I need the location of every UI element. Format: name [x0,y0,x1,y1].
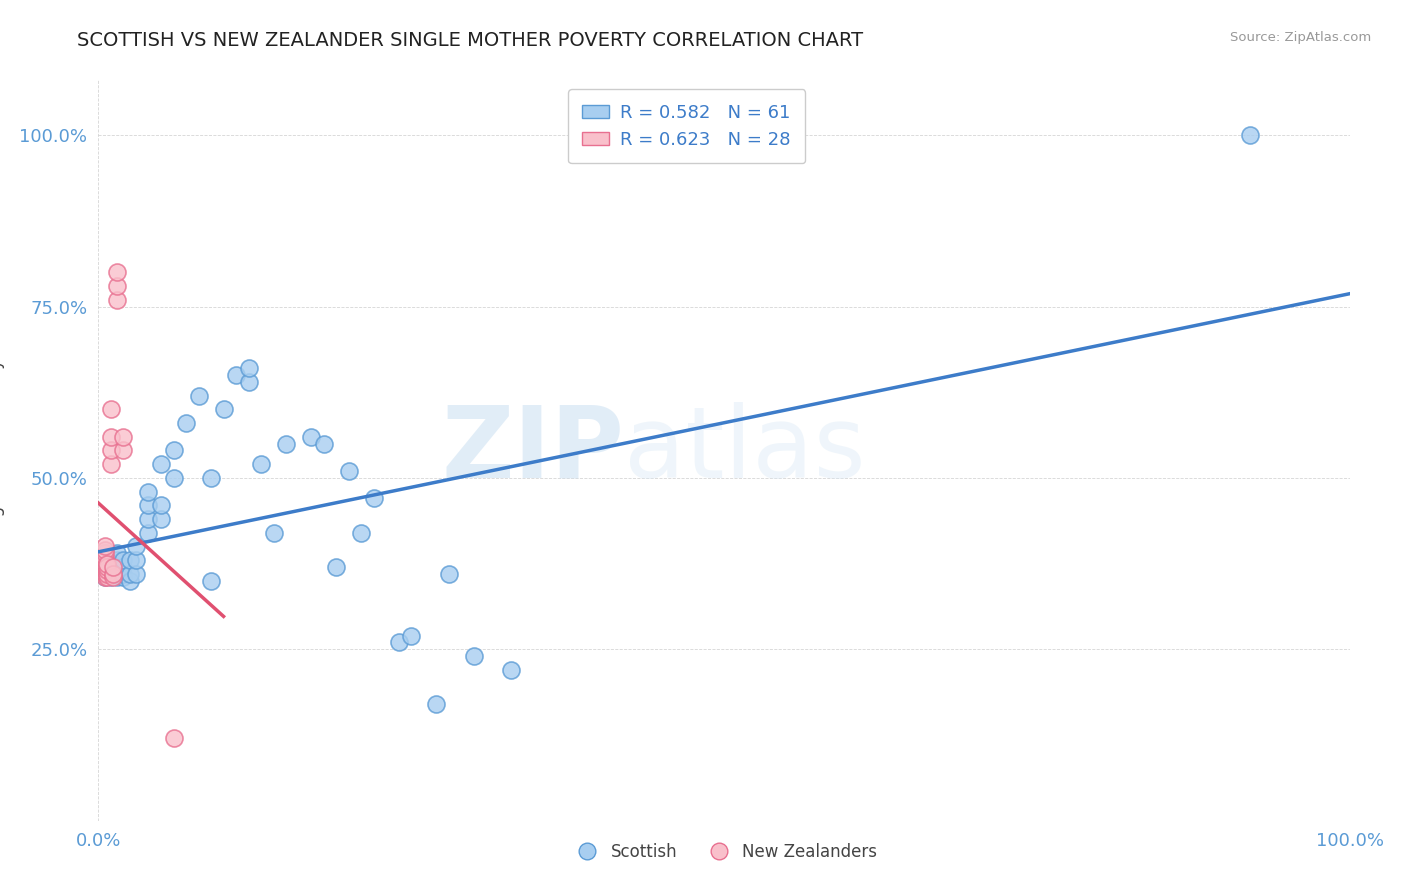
Text: atlas: atlas [624,402,866,499]
Point [187,389,209,403]
Point [100,443,122,458]
Point [105,546,128,560]
Point [225,368,247,382]
Point [100,566,122,581]
Point [100,402,122,417]
Point [93,553,115,567]
Point [103,560,125,574]
Point [103,566,125,581]
Point [93,566,115,581]
Point [325,560,347,574]
Point [93,563,115,577]
Point [150,498,173,512]
Point [363,491,385,506]
Text: ZIP: ZIP [441,402,624,499]
Point [162,731,184,746]
Text: SCOTTISH VS NEW ZEALANDER SINGLE MOTHER POVERTY CORRELATION CHART: SCOTTISH VS NEW ZEALANDER SINGLE MOTHER … [77,31,863,50]
Point [425,697,447,711]
Point [138,525,160,540]
Point [96,557,118,571]
Point [112,570,135,584]
Point [263,525,285,540]
Point [100,430,122,444]
Point [93,570,115,584]
Point [100,457,122,471]
Point [93,557,115,571]
Point [93,553,115,567]
Point [105,279,128,293]
Point [212,402,235,417]
Text: Source: ZipAtlas.com: Source: ZipAtlas.com [1230,31,1371,45]
Point [96,560,118,574]
Point [150,512,173,526]
Point [401,628,423,642]
Point [103,570,125,584]
Point [93,570,115,584]
Point [112,430,135,444]
Point [93,563,115,577]
Point [150,457,173,471]
Point [200,471,222,485]
Point [118,574,141,588]
Point [463,649,485,664]
Point [162,443,184,458]
Point [238,361,260,376]
Point [105,566,128,581]
Point [96,570,118,584]
Point [100,563,122,577]
Point [93,549,115,564]
Point [105,560,128,574]
Point [238,375,260,389]
Point [350,525,373,540]
Point [162,471,184,485]
Point [93,560,115,574]
Point [93,560,115,574]
Point [299,430,322,444]
Point [96,563,118,577]
Point [118,566,141,581]
Point [125,540,148,554]
Point [138,512,160,526]
Point [93,557,115,571]
Point [200,574,222,588]
Point [125,566,148,581]
Point [100,557,122,571]
Point [250,457,273,471]
Legend: Scottish, New Zealanders: Scottish, New Zealanders [564,837,884,868]
Point [105,570,128,584]
Point [100,570,122,584]
Point [138,498,160,512]
Point [105,293,128,307]
Point [138,484,160,499]
Point [1239,128,1261,142]
Point [112,553,135,567]
Point [93,549,115,564]
Point [93,546,115,560]
Point [112,443,135,458]
Point [112,560,135,574]
Point [118,553,141,567]
Point [105,265,128,279]
Point [100,560,122,574]
Point [312,436,335,450]
Point [501,663,523,677]
Point [105,553,128,567]
Point [93,540,115,554]
Point [93,542,115,557]
Point [388,635,411,649]
Point [337,464,360,478]
Point [96,566,118,581]
Point [93,566,115,581]
Y-axis label: Single Mother Poverty: Single Mother Poverty [0,359,6,542]
Point [174,416,197,430]
Point [274,436,298,450]
Point [93,546,115,560]
Point [112,566,135,581]
Point [437,566,460,581]
Point [125,553,148,567]
